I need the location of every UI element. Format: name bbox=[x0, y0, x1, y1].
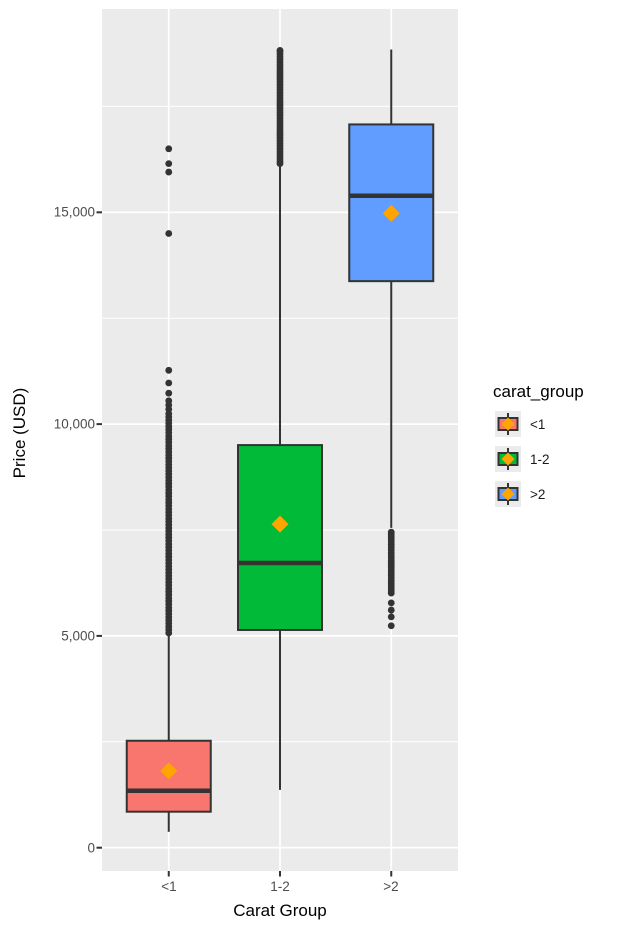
legend-key-boxplot-icon bbox=[495, 481, 521, 507]
legend-entry: >2 bbox=[495, 481, 582, 507]
x-tick-label-lt1: <1 bbox=[161, 879, 177, 894]
legend: carat_group <1 1-2 >2 bbox=[493, 382, 584, 516]
y-axis-title: Price (USD) bbox=[10, 387, 29, 479]
legend-entry: <1 bbox=[495, 411, 582, 437]
legend-key-boxplot-icon bbox=[495, 411, 521, 437]
legend-title: carat_group bbox=[493, 382, 584, 401]
legend-key-boxplot-icon bbox=[495, 446, 521, 472]
legend-entry-label: >2 bbox=[530, 486, 546, 502]
legend-entry-label: 1-2 bbox=[530, 451, 550, 467]
y-tick-label-15000: 15,000 bbox=[53, 204, 95, 220]
y-tick-label-10000: 10,000 bbox=[53, 416, 95, 432]
legend-entry: 1-2 bbox=[495, 446, 582, 472]
x-tick-label-gt2: >2 bbox=[383, 879, 399, 894]
x-axis-title: Carat Group bbox=[233, 901, 327, 920]
legend-entry-label: <1 bbox=[530, 416, 546, 432]
y-tick-label-0: 0 bbox=[87, 840, 95, 856]
x-tick-label-1-2: 1-2 bbox=[270, 879, 290, 894]
y-tick-label-5000: 5,000 bbox=[61, 628, 95, 644]
